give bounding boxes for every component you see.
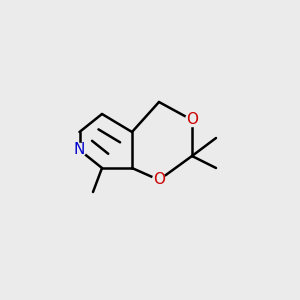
Circle shape (73, 143, 86, 157)
Text: O: O (186, 112, 198, 128)
Circle shape (152, 173, 166, 187)
Text: N: N (74, 142, 85, 158)
Circle shape (185, 113, 199, 127)
Text: O: O (153, 172, 165, 188)
